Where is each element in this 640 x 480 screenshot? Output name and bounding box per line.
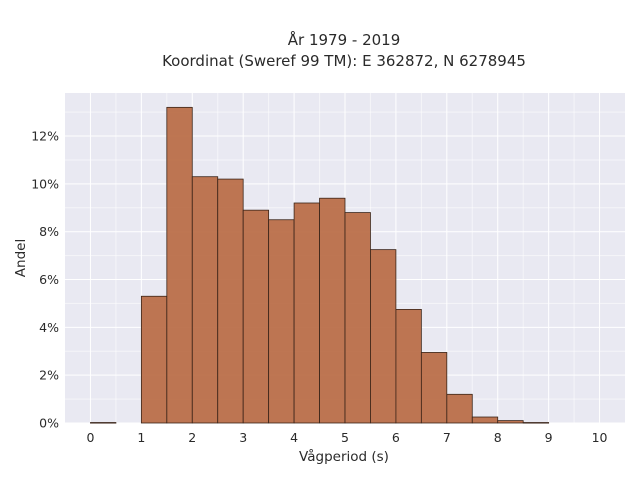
histogram-bar	[446, 393, 473, 424]
y-tick-label: 12%	[31, 129, 59, 144]
histogram-bar	[344, 212, 371, 424]
chart-title-line-2: Koordinat (Sweref 99 TM): E 362872, N 62…	[162, 52, 526, 70]
x-tick-label: 7	[443, 430, 451, 445]
x-axis-label: Vågperiod (s)	[299, 448, 389, 465]
histogram-bar	[522, 422, 550, 424]
y-axis-label: Andel	[13, 239, 29, 277]
x-tick-label: 3	[239, 430, 247, 445]
histogram-bar	[420, 352, 448, 424]
y-tick-label: 2%	[39, 368, 59, 383]
bars	[90, 106, 550, 424]
histogram-bar	[497, 420, 524, 424]
histogram-bar	[90, 422, 117, 424]
histogram-bar	[140, 295, 168, 424]
y-tick-label: 10%	[31, 176, 59, 191]
x-tick-label: 2	[188, 430, 196, 445]
y-tick-label: 0%	[39, 416, 59, 431]
histogram-bar	[217, 178, 244, 424]
x-tick-label: 8	[494, 430, 502, 445]
histogram-bar	[242, 209, 270, 424]
x-axis-ticks: 0 1 2 3 4 5 6 7 8 9 10	[86, 430, 607, 445]
y-tick-label: 8%	[39, 224, 59, 239]
x-tick-label: 10	[592, 430, 608, 445]
histogram-bar	[293, 202, 320, 424]
x-tick-label: 6	[392, 430, 400, 445]
x-tick-label: 9	[545, 430, 553, 445]
y-tick-label: 6%	[39, 272, 59, 287]
x-tick-label: 1	[137, 430, 145, 445]
histogram-bar	[166, 106, 193, 424]
x-tick-label: 5	[341, 430, 349, 445]
histogram-bar	[268, 219, 295, 424]
histogram-bar	[471, 416, 499, 424]
x-tick-label: 4	[290, 430, 298, 445]
histogram-bar	[370, 249, 397, 424]
y-tick-label: 4%	[39, 320, 59, 335]
histogram-bar	[319, 197, 346, 424]
x-tick-label: 0	[86, 430, 94, 445]
y-axis-ticks: 0% 2% 4% 6% 8% 10% 12%	[31, 129, 59, 431]
chart-title-line-1: År 1979 - 2019	[288, 30, 401, 49]
histogram-bar	[395, 309, 422, 424]
histogram-bar	[191, 176, 219, 424]
